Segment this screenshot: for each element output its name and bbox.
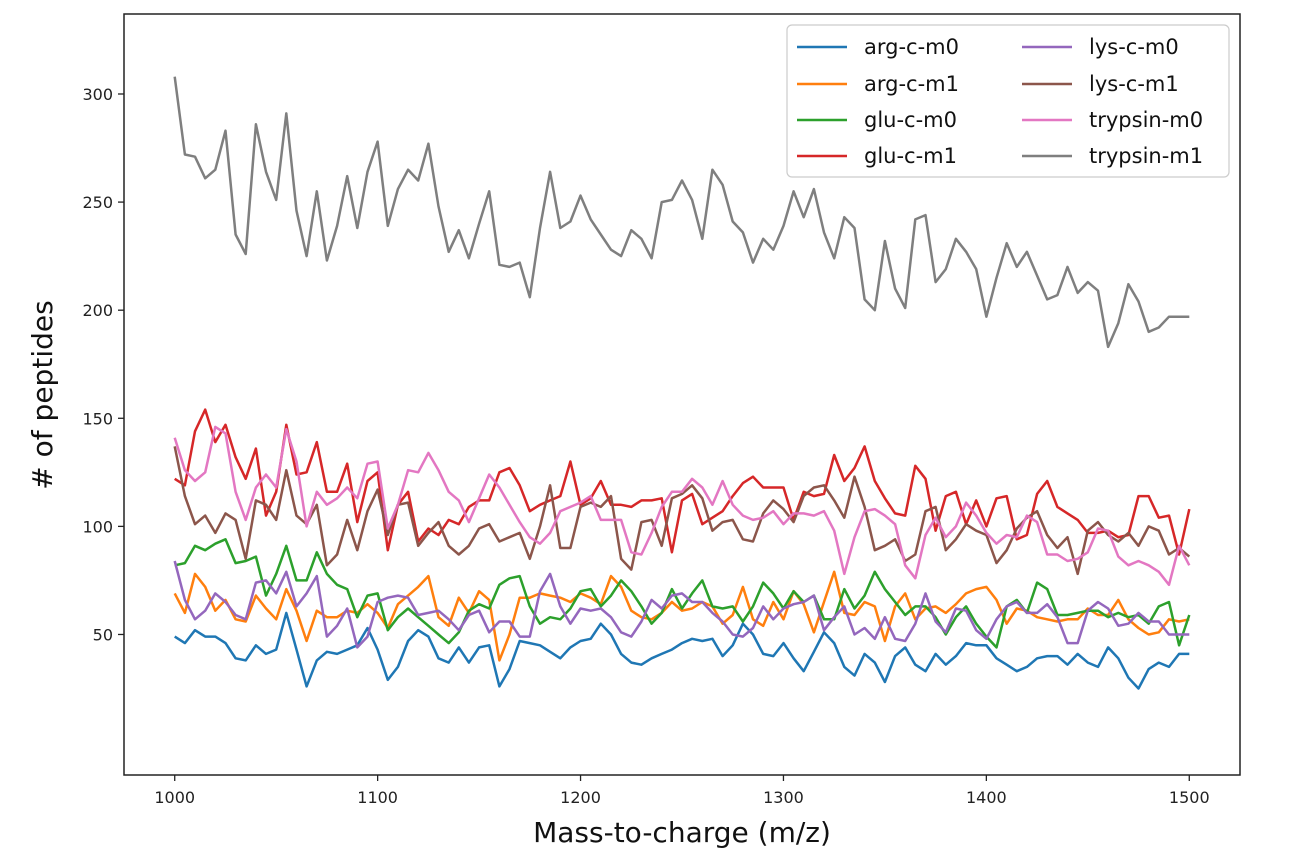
x-tick-label: 1300 <box>763 788 804 807</box>
x-axis-title: Mass-to-charge (m/z) <box>533 816 831 849</box>
x-tick-label: 1200 <box>560 788 601 807</box>
legend-label-lys-c-m1: lys-c-m1 <box>1089 72 1179 96</box>
legend-label-lys-c-m0: lys-c-m0 <box>1089 35 1179 59</box>
y-tick-label: 250 <box>82 193 113 212</box>
series-line-arg-c-m0 <box>174 611 1190 690</box>
series-layer <box>173 76 1191 690</box>
legend-box <box>786 24 1230 178</box>
y-tick-label: 300 <box>82 85 113 104</box>
y-tick-label: 150 <box>82 409 113 428</box>
y-tick-label: 50 <box>93 625 113 644</box>
legend-label-arg-c-m1: arg-c-m1 <box>864 72 959 96</box>
series-line-lys-c-m1 <box>173 446 1191 576</box>
series-line-glu-c-m1 <box>174 408 1191 556</box>
legend-label-trypsin-m1: trypsin-m1 <box>1089 144 1203 168</box>
legend-label-glu-c-m0: glu-c-m0 <box>864 108 957 132</box>
legend-label-glu-c-m1: glu-c-m1 <box>864 144 957 168</box>
x-tick-label: 1000 <box>154 788 195 807</box>
legend: arg-c-m0 arg-c-m1 glu-c-m0 glu-c-m1 lys-c-m0… <box>786 24 1230 178</box>
series-line-lys-c-m0 <box>173 560 1190 649</box>
series-line-trypsin-m0 <box>173 425 1191 587</box>
x-tick-label: 1100 <box>357 788 398 807</box>
y-tick-label: 100 <box>82 517 113 536</box>
x-tick-label: 1500 <box>1169 788 1210 807</box>
y-tick-label: 200 <box>82 301 113 320</box>
x-axis-ticks: 1000 1100 1200 1300 1400 1500 <box>154 775 1210 807</box>
y-axis-title: # of peptides <box>26 300 59 489</box>
x-tick-label: 1400 <box>966 788 1007 807</box>
legend-label-arg-c-m0: arg-c-m0 <box>864 35 959 59</box>
series-line-trypsin-m1 <box>173 76 1190 349</box>
legend-label-trypsin-m0: trypsin-m0 <box>1089 108 1203 132</box>
y-axis-ticks: 50 100 150 200 250 300 <box>82 85 124 644</box>
